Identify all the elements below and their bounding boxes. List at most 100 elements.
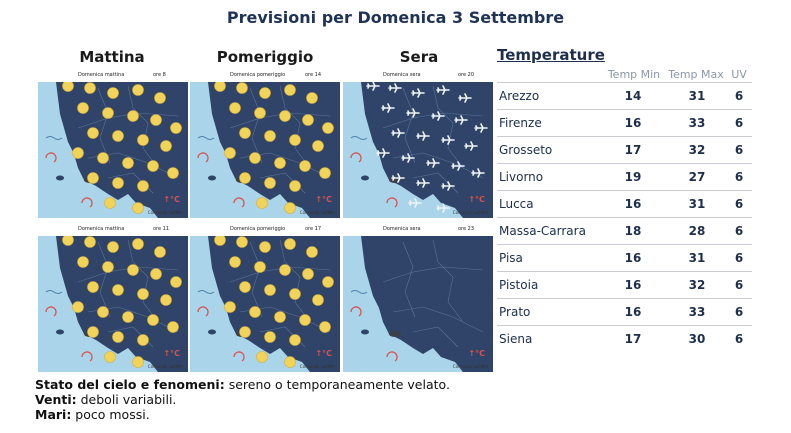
map-header: Domenica mattina ore 8 [38, 68, 188, 82]
temp-max-value: 31 [688, 197, 706, 211]
city-name: Prato [499, 305, 531, 319]
city-name: Lucca [499, 197, 534, 211]
temp-max-value: 33 [688, 116, 706, 130]
map-hour-label: ore 14 [305, 72, 322, 78]
page-title: Previsioni per Domenica 3 Settembre [226, 8, 565, 27]
temperature-heading: Temperature [497, 46, 605, 64]
table-row: Arezzo 14 31 6 [497, 82, 752, 109]
temp-min-value: 16 [624, 278, 642, 292]
temperature-trend-icon: ↑°C [315, 349, 332, 358]
forecast-notes: Stato del cielo e fenomeni: sereno o tem… [35, 377, 450, 422]
map-hour-label: ore 17 [305, 226, 322, 232]
sea-label: Mari: [35, 407, 72, 422]
map-credit: Consorzio LaMMA [452, 364, 488, 369]
map-day-label: Domenica mattina [78, 226, 125, 232]
temperature-trend-icon: ↑°C [468, 349, 485, 358]
column-header-mattina: Mattina [79, 48, 145, 66]
uv-value: 6 [734, 305, 744, 319]
column-header-sera: Sera [399, 48, 439, 66]
weather-map: Domenica pomeriggio ore 17 ↑°C Consorzio… [190, 222, 340, 372]
city-name: Pistoia [499, 278, 539, 292]
temp-max-value: 33 [688, 305, 706, 319]
map-hour-label: ore 23 [458, 226, 475, 232]
weather-map: Domenica pomeriggio ore 14 ↑°C Consorzio… [190, 68, 340, 218]
uv-value: 6 [734, 332, 744, 346]
tuscany-map-icon [350, 235, 493, 372]
city-name: Siena [499, 332, 533, 346]
table-row: Grosseto 17 32 6 [497, 136, 752, 163]
temp-min-value: 16 [624, 305, 642, 319]
map-header: Domenica pomeriggio ore 17 [190, 222, 340, 236]
temp-max-value: 31 [688, 251, 706, 265]
uv-value: 6 [734, 89, 744, 103]
table-row: Lucca 16 31 6 [497, 190, 752, 217]
map-hour-label: ore 11 [153, 226, 170, 232]
temp-min-value: 17 [624, 332, 642, 346]
sea-value: poco mossi. [71, 407, 150, 422]
map-hour-label: ore 8 [153, 72, 166, 78]
column-header-pomeriggio: Pomeriggio [216, 48, 314, 66]
map-day-label: Domenica sera [383, 72, 421, 78]
map-day-label: Domenica mattina [78, 72, 125, 78]
city-name: Firenze [499, 116, 542, 130]
map-header: Domenica sera ore 20 [343, 68, 493, 82]
tuscany-map-icon [45, 234, 188, 372]
temperature-trend-icon: ↑°C [315, 195, 332, 204]
sky-label: Stato del cielo e fenomeni: [35, 377, 225, 392]
map-credit: Consorzio LaMMA [147, 210, 183, 215]
weather-map: Domenica mattina ore 11 ↑°C Consorzio La… [38, 222, 188, 372]
map-credit: Consorzio LaMMA [299, 364, 335, 369]
uv-value: 6 [734, 251, 744, 265]
map-credit: Consorzio LaMMA [299, 210, 335, 215]
map-credit: Consorzio LaMMA [452, 210, 488, 215]
uv-value: 6 [734, 224, 744, 238]
table-row: Prato 16 33 6 [497, 298, 752, 325]
tuscany-map-icon [197, 80, 340, 218]
sky-value: sereno o temporaneamente velato. [224, 377, 450, 392]
table-row: Firenze 16 33 6 [497, 109, 752, 136]
temp-max-value: 31 [688, 89, 706, 103]
temperature-trend-icon: ↑°C [163, 349, 180, 358]
temp-min-value: 16 [624, 197, 642, 211]
temperature-trend-icon: ↑°C [163, 195, 180, 204]
weather-map: Domenica sera ore 23 ↑°C Consorzio LaMMA [343, 222, 493, 372]
city-name: Massa-Carrara [499, 224, 586, 238]
header-temp-max: Temp Max [668, 68, 724, 81]
uv-value: 6 [734, 278, 744, 292]
tuscany-map-icon [197, 234, 340, 372]
map-header: Domenica pomeriggio ore 14 [190, 68, 340, 82]
table-row: Siena 17 30 6 [497, 325, 752, 352]
map-header: Domenica mattina ore 11 [38, 222, 188, 236]
city-name: Grosseto [499, 143, 553, 157]
temp-min-value: 17 [624, 143, 642, 157]
table-row: Pisa 16 31 6 [497, 244, 752, 271]
temp-min-value: 19 [624, 170, 642, 184]
temp-min-value: 18 [624, 224, 642, 238]
temp-max-value: 27 [688, 170, 706, 184]
temp-min-value: 16 [624, 251, 642, 265]
temp-min-value: 16 [624, 116, 642, 130]
tuscany-map-icon [350, 81, 493, 218]
temp-max-value: 30 [688, 332, 706, 346]
uv-value: 6 [734, 116, 744, 130]
header-temp-min: Temp Min [607, 68, 661, 81]
city-name: Livorno [499, 170, 544, 184]
map-credit: Consorzio LaMMA [147, 364, 183, 369]
temperature-trend-icon: ↑°C [468, 195, 485, 204]
table-row: Massa-Carrara 18 28 6 [497, 217, 752, 244]
wind-value: deboli variabili. [76, 392, 177, 407]
map-day-label: Domenica pomeriggio [230, 226, 286, 232]
city-name: Pisa [499, 251, 523, 265]
map-hour-label: ore 20 [458, 72, 475, 78]
table-row: Livorno 19 27 6 [497, 163, 752, 190]
temp-min-value: 14 [624, 89, 642, 103]
weather-map: Domenica mattina ore 8 ↑°C Consorzio LaM… [38, 68, 188, 218]
tuscany-map-icon [45, 80, 188, 218]
uv-value: 6 [734, 170, 744, 184]
table-row: Pistoia 16 32 6 [497, 271, 752, 298]
temp-max-value: 32 [688, 143, 706, 157]
uv-value: 6 [734, 197, 744, 211]
wind-label: Venti: [35, 392, 77, 407]
map-day-label: Domenica pomeriggio [230, 72, 286, 78]
map-header: Domenica sera ore 23 [343, 222, 493, 236]
